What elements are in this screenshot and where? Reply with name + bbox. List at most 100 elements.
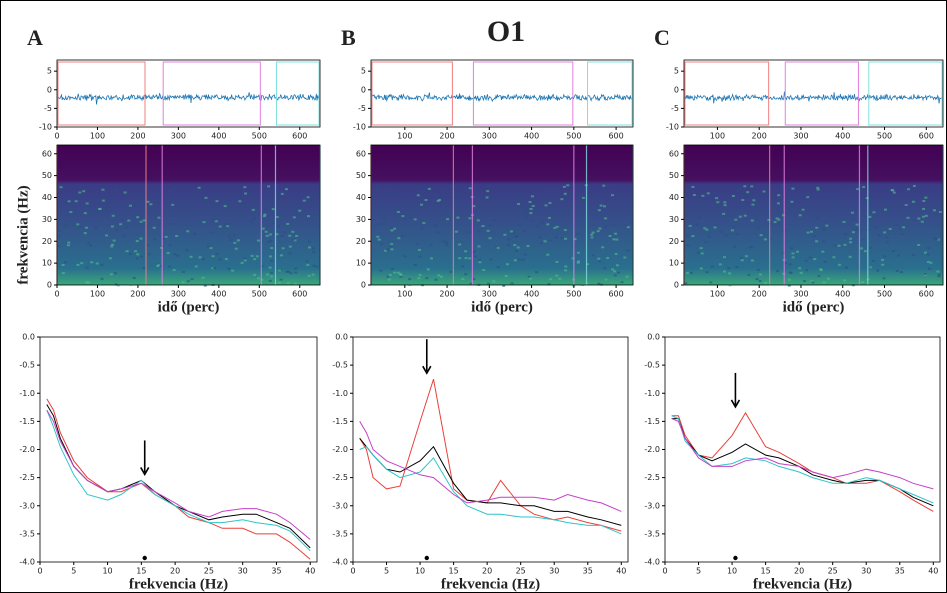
spectrogram-speckle: [913, 219, 917, 222]
spectrogram-speckle: [311, 273, 315, 276]
spectrogram-speckle: [425, 277, 429, 280]
x-tick-label: 300: [482, 290, 497, 299]
spectrogram-speckle: [291, 230, 295, 233]
spectrogram-speckle: [464, 250, 468, 253]
spectrogram-speckle: [705, 228, 709, 231]
spectrogram-speckle: [292, 216, 296, 219]
spectrogram-speckle: [911, 197, 915, 200]
spectrogram-speckle: [146, 244, 150, 247]
x-tick-label: 30: [549, 567, 559, 576]
spectrogram-speckle: [790, 247, 794, 250]
spectrogram-speckle: [461, 278, 465, 281]
spectrogram-speckle: [686, 235, 690, 238]
spectrogram-speckle: [268, 233, 272, 236]
spectrogram-speckle: [80, 262, 84, 265]
spectrogram-speckle: [850, 211, 854, 214]
spectrogram-speckle: [815, 240, 819, 243]
y-tick-label: -3.0: [19, 501, 35, 510]
spectrogram-speckle: [756, 268, 760, 271]
spectrogram-speckle: [750, 219, 754, 222]
spectrogram-speckle: [67, 200, 71, 203]
spectrogram-speckle: [862, 186, 866, 189]
spectrogram-speckle: [596, 230, 600, 233]
spectrogram-speckle: [581, 196, 585, 199]
x-tick-label: 40: [616, 567, 626, 576]
spectrogram-speckle: [739, 256, 743, 259]
spectrogram-speckle: [829, 193, 833, 196]
spectrogram-speckle: [571, 257, 575, 260]
spectrogram-speckle: [381, 217, 385, 220]
spectrogram-speckle: [204, 196, 208, 199]
y-tick-label: 20: [356, 237, 366, 246]
spectrogram-speckle: [863, 250, 867, 253]
y-tick-label: -2.5: [332, 473, 348, 482]
spectrogram-speckle: [620, 281, 624, 284]
spectrogram-speckle: [518, 196, 522, 199]
x-tick-label: 20: [794, 567, 804, 576]
spectrogram-speckle: [293, 282, 297, 285]
spectrogram-speckle: [849, 237, 853, 240]
spectrogram-speckle: [152, 226, 156, 229]
spectrogram-speckle: [469, 282, 473, 285]
spectrogram-speckle: [307, 215, 311, 218]
spectrogram-speckle: [756, 192, 760, 195]
x-tick-label: 300: [793, 132, 808, 141]
spectrogram-speckle: [612, 238, 616, 241]
spectrogram-speckle: [546, 223, 550, 226]
spectrogram-speckle: [566, 209, 570, 212]
spectrogram-speckle: [189, 255, 193, 258]
spectrogram-speckle: [926, 253, 930, 256]
spectrogram-speckle: [787, 278, 791, 281]
spectrogram-speckle: [271, 208, 275, 211]
spectrogram-speckle: [892, 191, 896, 194]
spectrogram-speckle: [845, 266, 849, 269]
x-axis-label: frekvencia (Hz): [129, 576, 228, 592]
psd-line: [46, 409, 311, 540]
x-axis-label: frekvencia (Hz): [753, 576, 852, 592]
spectrogram-speckle: [514, 209, 518, 212]
spectrogram-speckle: [277, 190, 281, 193]
spectrogram-speckle: [746, 191, 750, 194]
x-tick-label: 600: [919, 290, 934, 299]
spectrogram-speckle: [564, 237, 568, 240]
y-tick-label: 5: [361, 67, 366, 76]
spectrogram-speckle: [59, 186, 63, 189]
spectrogram-speckle: [871, 259, 875, 262]
spectrogram-speckle: [236, 239, 240, 242]
spectrogram-speckle: [837, 244, 841, 247]
y-tick-label: -1.0: [644, 389, 660, 398]
spectrogram-speckle: [142, 219, 146, 222]
spectrogram-speckle: [906, 188, 910, 191]
spectrogram-speckle: [864, 199, 868, 202]
spectrogram-speckle: [888, 202, 892, 205]
spectrogram-speckle: [597, 257, 601, 260]
spectrogram-speckle: [775, 217, 779, 220]
spectrogram-speckle: [390, 226, 394, 229]
spectrogram-speckle: [750, 185, 754, 188]
spectrogram-speckle: [244, 192, 248, 195]
spectrogram-speckle: [461, 265, 465, 268]
x-tick-label: 300: [171, 132, 186, 141]
spectrogram-speckle: [766, 192, 770, 195]
spectrogram-speckle: [560, 237, 564, 240]
spectrogram-speckle: [157, 216, 161, 219]
spectrogram-speckle: [139, 237, 143, 240]
spectrogram-speckle: [602, 205, 606, 208]
spectrogram-speckle: [371, 218, 375, 221]
spectrogram-speckle: [383, 191, 387, 194]
y-tick-label: 20: [669, 237, 679, 246]
spectrogram-speckle: [87, 242, 91, 245]
spectrogram-speckle: [296, 204, 300, 207]
spectrogram-speckle: [791, 187, 795, 190]
spectrogram-speckle: [127, 219, 131, 222]
segment-box: [162, 61, 261, 126]
spectrogram-speckle: [755, 218, 759, 221]
spectrogram-speckle: [516, 202, 520, 205]
spectrogram-speckle: [251, 208, 255, 211]
spectrogram-speckle: [518, 224, 522, 227]
y-tick-label: -1.0: [19, 389, 35, 398]
x-tick-label: 0: [37, 567, 42, 576]
spectrogram-speckle: [238, 213, 242, 216]
spectrogram-speckle: [759, 234, 763, 237]
y-tick-label: 5: [674, 67, 679, 76]
